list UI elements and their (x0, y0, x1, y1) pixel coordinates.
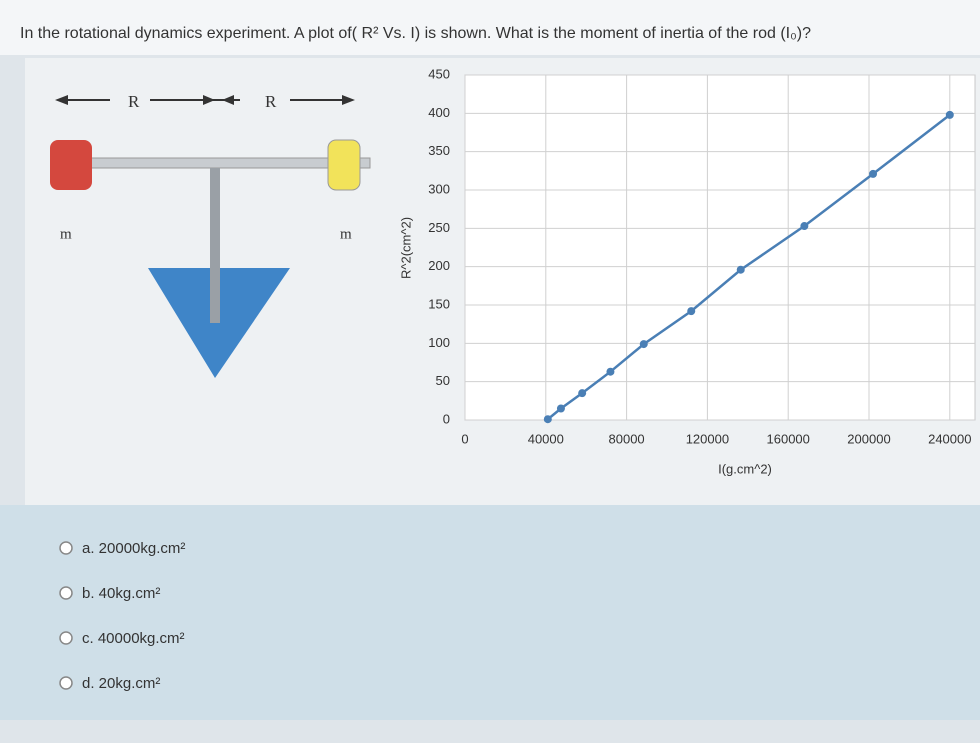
x-tick-label: 200000 (847, 431, 890, 446)
data-line (547, 113, 951, 421)
data-point (556, 404, 565, 413)
x-tick-label: 40000 (528, 431, 564, 446)
plot-area (464, 74, 976, 421)
y-tick-label: 150 (428, 296, 450, 311)
x-tick-label: 240000 (928, 431, 971, 446)
y-axis-label: R^2(cm^2) (398, 217, 413, 279)
diagram-label: m (60, 226, 72, 242)
data-point (945, 110, 954, 119)
x-tick-label: 160000 (767, 431, 810, 446)
data-point (606, 367, 615, 376)
stem (210, 168, 220, 323)
y-tick-label: 250 (428, 220, 450, 235)
mass (327, 139, 361, 191)
diagram-label: m (340, 226, 352, 242)
x-tick-label: 0 (461, 431, 468, 446)
mass (50, 140, 92, 190)
arrow-head (342, 95, 355, 105)
diagram-label: R (265, 92, 277, 111)
radio-button[interactable] (59, 631, 73, 645)
data-point (687, 307, 696, 316)
y-tick-label: 450 (428, 66, 450, 81)
y-tick-label: 200 (428, 258, 450, 273)
arrow-head (222, 95, 234, 105)
y-tick-label: 0 (443, 411, 450, 426)
arrow-head (55, 95, 68, 105)
options: a. 20000kg.cm² b. 40kg.cm² c. 40000kg.cm² d… (59, 540, 185, 692)
x-tick-label: 120000 (686, 431, 729, 446)
x-tick-label: 80000 (609, 431, 645, 446)
radio-button[interactable] (59, 676, 73, 690)
option-label[interactable]: b. 40kg.cm² (82, 585, 160, 602)
y-tick-label: 350 (428, 143, 450, 158)
option-label[interactable]: a. 20000kg.cm² (82, 540, 185, 557)
data-point (736, 265, 745, 274)
data-point (543, 415, 552, 424)
option-label[interactable]: d. 20kg.cm² (82, 675, 160, 692)
option-label[interactable]: c. 40000kg.cm² (82, 630, 185, 647)
question-bar (0, 0, 980, 55)
radio-button[interactable] (59, 586, 73, 600)
chart: 0 50 100 150 200 250 300 350 400 450 0 40000 80000 12… (398, 66, 975, 476)
data-point (578, 389, 587, 398)
data-point (639, 340, 648, 349)
diagram-label: R (128, 92, 140, 111)
data-point (800, 222, 809, 231)
x-axis-label: I(g.cm^2) (718, 461, 772, 476)
y-tick-label: 50 (436, 373, 450, 388)
radio-button[interactable] (59, 541, 73, 555)
y-tick-label: 300 (428, 181, 450, 196)
y-tick-label: 100 (428, 335, 450, 350)
y-tick-label: 400 (428, 105, 450, 120)
question-text: In the rotational dynamics experiment. A… (20, 25, 811, 42)
rod (59, 157, 371, 169)
arrow-head (203, 95, 215, 105)
diagram: R R m m (50, 92, 371, 378)
data-point (869, 169, 878, 178)
options-panel (0, 505, 980, 720)
